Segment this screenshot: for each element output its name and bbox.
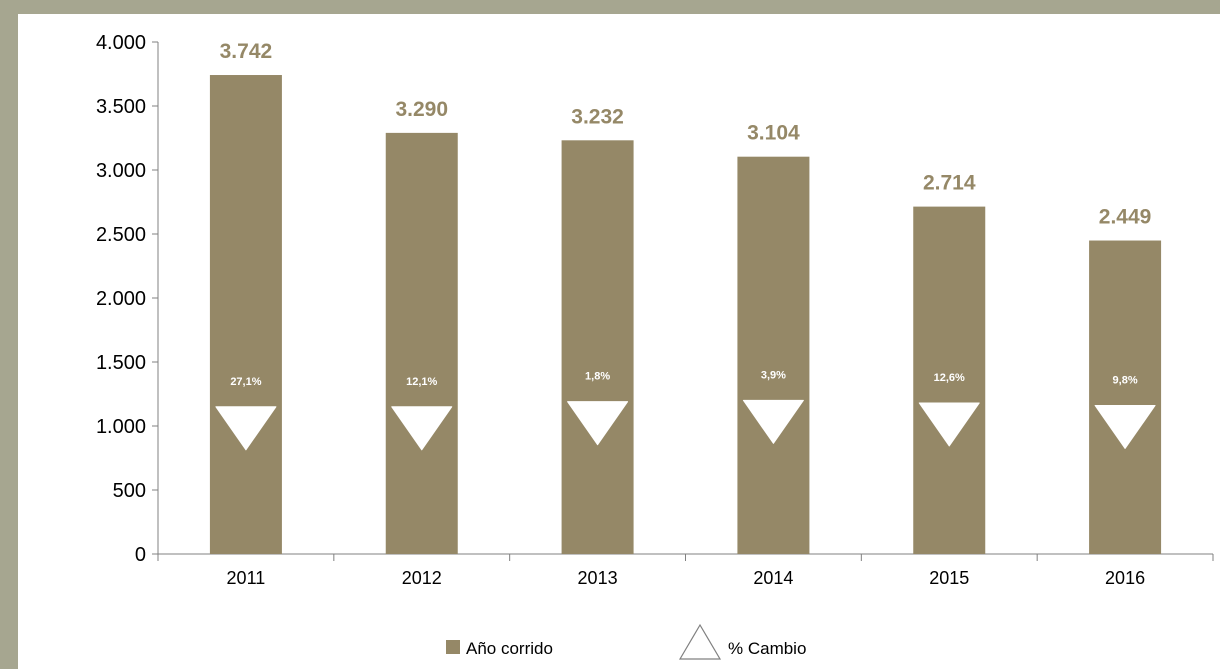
- change-marker-icon: [391, 406, 453, 451]
- legend-triangle-icon: [678, 623, 722, 660]
- bar: [1089, 240, 1162, 554]
- change-marker-icon: [567, 401, 629, 446]
- change-label: 27,1%: [230, 376, 261, 388]
- bar-value-label: 3.104: [747, 122, 800, 145]
- y-tick-label: 4.000: [96, 32, 146, 54]
- chart-frame: 0 500 1.000 1.500 2.000 2.500 3.000 3.500 4.000 …: [18, 14, 1220, 669]
- x-tick-label: 2012: [402, 568, 442, 588]
- change-marker-icon: [215, 406, 277, 451]
- x-tick-label: 2013: [578, 568, 618, 588]
- bar-value-label: 2.449: [1099, 206, 1152, 229]
- change-markers: 27,1% 12,1% 1,8% 3,9% 12,6% 9,8%: [215, 369, 1156, 451]
- y-tick-label: 0: [135, 544, 146, 566]
- y-tick-label: 500: [113, 480, 146, 502]
- legend-swatch-bar: [446, 640, 460, 654]
- change-label: 12,6%: [934, 372, 965, 384]
- bar: [209, 75, 282, 555]
- y-tick-label: 2.000: [96, 288, 146, 310]
- change-label: 12,1%: [406, 376, 437, 388]
- bar-value-label: 3.290: [395, 98, 448, 121]
- change-label: 3,9%: [761, 369, 786, 381]
- legend-label-change: % Cambio: [728, 639, 806, 658]
- bars: [209, 75, 1162, 555]
- x-tick-label: 2011: [227, 568, 266, 588]
- y-tick-label: 3.000: [96, 160, 146, 182]
- bar: [385, 132, 458, 554]
- change-marker-icon: [918, 402, 980, 447]
- value-labels: 3.742 3.290 3.232 3.104 2.714 2.449: [220, 40, 1152, 229]
- bar-value-label: 2.714: [923, 172, 976, 195]
- bar-chart: 05001.0001.5002.0002.5003.0003.5004.000 …: [96, 32, 1214, 660]
- x-axis: 2011 2012 2013 2014 2015 2016: [157, 553, 1214, 588]
- bar-value-label: 3.232: [571, 105, 624, 128]
- change-label: 9,8%: [1113, 375, 1138, 387]
- x-tick-label: 2016: [1105, 568, 1145, 588]
- y-tick-label: 1.000: [96, 416, 146, 438]
- x-tick-label: 2014: [753, 568, 793, 588]
- change-label: 1,8%: [585, 371, 610, 383]
- bar-value-label: 3.742: [220, 40, 273, 63]
- y-axis: 0 500 1.000 1.500 2.000 2.500 3.000 3.500 4.000: [96, 32, 159, 566]
- bar: [913, 206, 986, 554]
- bar: [561, 140, 634, 554]
- legend: Año corrido % Cambio: [446, 623, 806, 660]
- legend-label-bar: Año corrido: [466, 639, 553, 658]
- change-marker-icon: [742, 399, 804, 444]
- bar: [737, 156, 810, 555]
- y-tick-label: 1.500: [96, 352, 146, 374]
- change-marker-icon: [1094, 405, 1156, 450]
- x-tick-label: 2015: [929, 568, 969, 588]
- y-tick-label: 2.500: [96, 224, 146, 246]
- y-tick-label: 3.500: [96, 96, 146, 118]
